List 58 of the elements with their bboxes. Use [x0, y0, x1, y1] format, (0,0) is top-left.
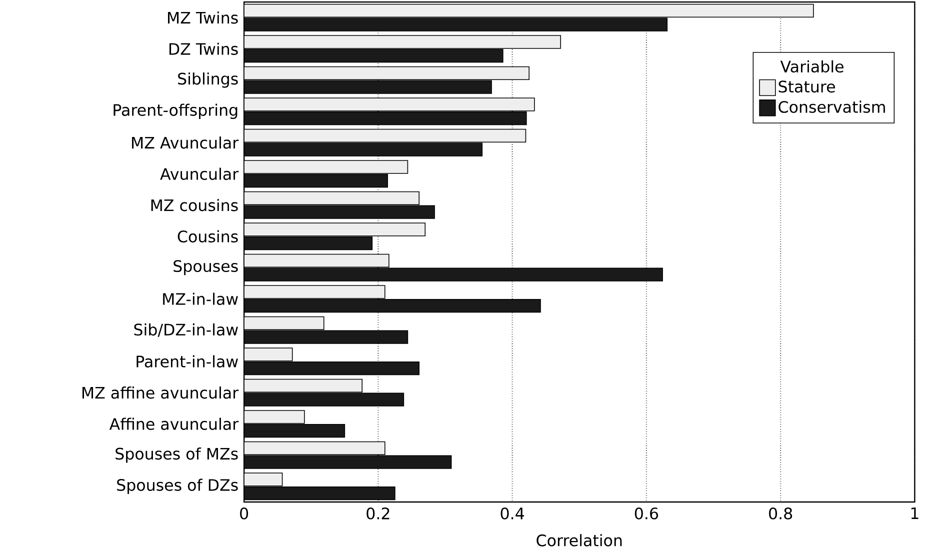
y-tick-label: MZ Avuncular [132, 136, 239, 149]
bar [244, 4, 814, 18]
y-tick-label: Avuncular [160, 168, 239, 180]
bar [244, 192, 420, 206]
bar [244, 174, 388, 188]
y-tick-label: Parent-offspring [114, 104, 238, 120]
bar [244, 299, 541, 313]
y-tick-label: Affine avuncular [109, 418, 239, 430]
bar [244, 330, 408, 344]
bar [244, 222, 426, 236]
x-tick-label: 0.4 [500, 508, 524, 520]
bar [244, 66, 530, 80]
bar [244, 129, 526, 143]
bar [244, 392, 404, 407]
bar [244, 160, 408, 174]
y-tick-label: MZ cousins [151, 199, 238, 212]
x-tick-label: 0 [240, 508, 248, 520]
bar [244, 236, 373, 250]
legend-label: Stature [778, 80, 835, 93]
y-tick-label: MZ affine avuncular [82, 386, 239, 399]
y-tick-label: Spouses [174, 260, 238, 276]
bar [244, 18, 668, 32]
bar [244, 472, 283, 486]
y-tick-label: Siblings [178, 72, 238, 88]
x-tick-label: 1 [911, 508, 918, 520]
x-axis-title: Correlation [536, 534, 622, 547]
bar [244, 348, 293, 362]
y-tick-label: MZ-in-law [163, 292, 238, 306]
bar [244, 455, 452, 470]
x-tick-label: 0.2 [366, 508, 390, 520]
y-tick-label: MZ Twins [168, 12, 238, 24]
bar [244, 35, 561, 49]
legend-title: Variable [780, 60, 844, 73]
y-tick-label: Spouses of MZs [116, 448, 238, 463]
bar [244, 486, 396, 500]
legend-label: Conservatism [778, 100, 885, 114]
bar [244, 254, 390, 268]
y-tick-label: DZ Twins [169, 42, 238, 56]
y-tick-label: Sib/DZ-in-law [134, 324, 238, 338]
bar [244, 379, 362, 393]
bar [244, 205, 435, 220]
bar [244, 80, 492, 94]
bar [244, 285, 386, 299]
y-tick-label: Parent-in-law [136, 355, 238, 368]
bar [244, 268, 663, 282]
bar [244, 424, 346, 438]
x-tick-label: 0.6 [634, 508, 658, 520]
y-tick-label: Cousins [178, 230, 238, 243]
bar [244, 98, 535, 112]
bar [244, 442, 386, 456]
bar [244, 362, 420, 376]
bar [244, 316, 324, 330]
bar [244, 142, 483, 157]
y-tick-label: Spouses of DZs [117, 478, 238, 494]
bar [244, 410, 305, 424]
bar [244, 112, 527, 126]
x-tick-label: 0.8 [769, 508, 792, 520]
bar [244, 49, 504, 63]
